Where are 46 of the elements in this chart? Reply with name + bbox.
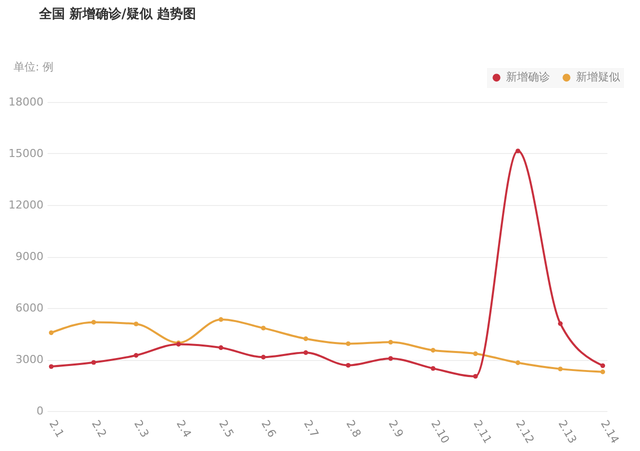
x-tick-label: 2.2	[88, 418, 109, 440]
y-tick-label: 9000	[16, 250, 44, 263]
legend-label: 新增疑似	[576, 70, 620, 84]
y-tick-label: 0	[36, 404, 44, 418]
x-tick-label: 2.9	[386, 418, 406, 440]
y-tick-label: 3000	[16, 353, 44, 366]
x-tick-label: 2.4	[174, 418, 194, 440]
point	[516, 360, 520, 366]
y-tick-label: 6000	[16, 302, 44, 314]
point	[91, 320, 96, 325]
x-tick-label: 2.5	[216, 418, 236, 440]
chart-title: 全国 新增确诊/疑似 趋势图	[38, 6, 196, 22]
point	[600, 370, 606, 374]
y-tick-label: 18000	[8, 96, 44, 108]
point	[48, 330, 54, 336]
point	[303, 350, 308, 355]
point	[388, 340, 393, 344]
point	[218, 317, 224, 322]
y-tick-label: 15000	[8, 147, 44, 160]
point	[134, 322, 138, 326]
y-axis-title: 单位: 例	[14, 60, 54, 74]
point	[134, 353, 138, 358]
x-tick-label: 2.7	[301, 418, 322, 440]
point	[600, 363, 606, 368]
point	[473, 374, 478, 379]
point	[430, 348, 436, 353]
point	[516, 148, 520, 154]
point	[303, 336, 308, 342]
point	[388, 356, 393, 361]
point	[558, 321, 563, 326]
point	[346, 362, 351, 368]
point	[261, 326, 266, 330]
point	[261, 354, 266, 360]
point	[91, 360, 96, 365]
point	[48, 364, 54, 369]
x-tick-label: 2.3	[131, 418, 152, 440]
point	[473, 351, 478, 356]
point	[558, 366, 563, 372]
x-tick-label: 2.1	[46, 418, 67, 440]
point	[430, 366, 436, 371]
y-tick-label: 12000	[8, 198, 44, 212]
legend-label: 新增确诊	[506, 70, 550, 84]
x-tick-label: 2.8	[344, 418, 364, 440]
point	[218, 345, 224, 350]
point	[346, 341, 351, 346]
x-tick-label: 2.6	[258, 418, 279, 440]
